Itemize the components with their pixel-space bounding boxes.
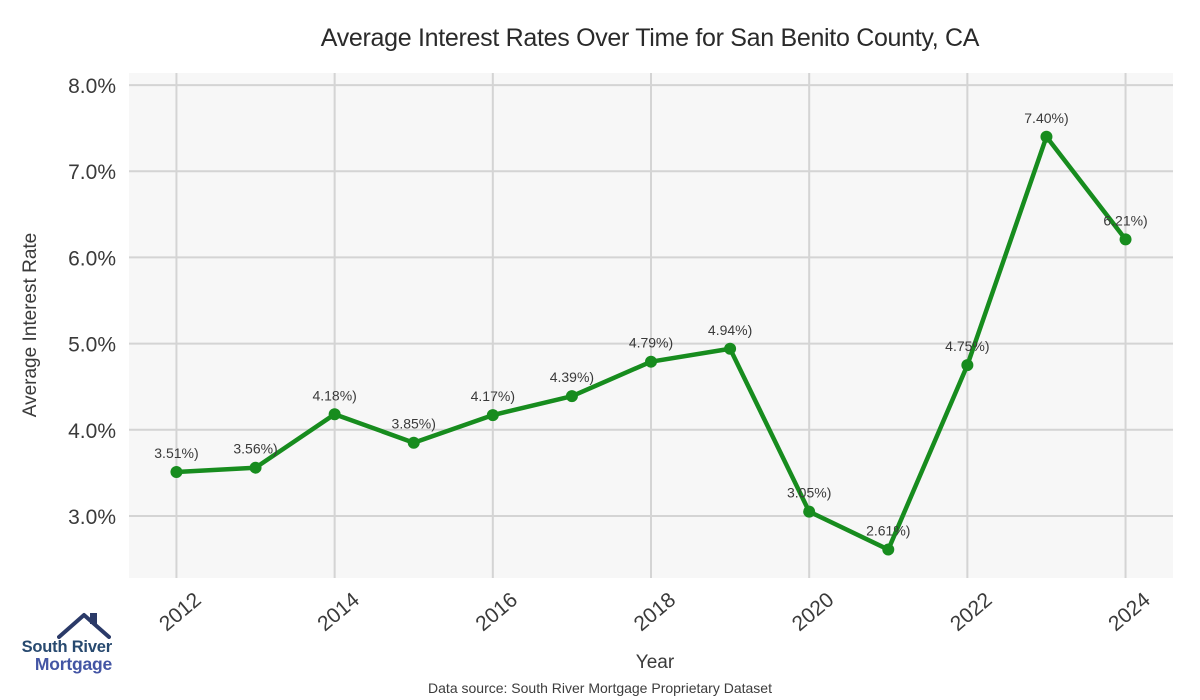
data-point-label: 3.51%) — [154, 445, 198, 461]
y-tick-label: 4.0% — [68, 420, 116, 443]
y-tick-label: 7.0% — [68, 161, 116, 184]
x-tick-label: 2016 — [471, 588, 522, 636]
data-point-label: 4.17%) — [471, 388, 515, 404]
data-point-marker — [1040, 130, 1053, 143]
x-tick-label: 2014 — [313, 588, 364, 636]
data-point-label: 7.40%) — [1024, 110, 1068, 126]
data-point-marker — [565, 390, 578, 403]
data-point-label: 3.85%) — [392, 416, 436, 432]
data-point-marker — [486, 409, 499, 422]
data-point-marker — [961, 359, 974, 372]
data-point-label: 4.94%) — [708, 322, 752, 338]
data-point-label: 4.39%) — [550, 369, 594, 385]
chart-title: Average Interest Rates Over Time for San… — [320, 24, 980, 52]
x-tick-label: 2018 — [630, 588, 681, 636]
y-axis-title: Average Interest Rate — [20, 233, 41, 417]
data-point-marker — [249, 461, 262, 474]
data-point-label: 4.18%) — [312, 387, 356, 403]
data-source-caption: Data source: South River Mortgage Propri… — [428, 680, 772, 696]
data-point-label: 2.61%) — [866, 523, 910, 539]
data-point-label: 3.05%) — [787, 485, 831, 501]
x-tick-label: 2012 — [155, 588, 206, 636]
y-tick-label: 6.0% — [68, 247, 116, 270]
data-point-marker — [407, 436, 420, 449]
logo-text-line1: South River — [21, 638, 113, 656]
logo-text-line2: Mortgage — [34, 653, 112, 674]
data-point-label: 3.56%) — [233, 441, 277, 457]
data-point-marker — [724, 342, 737, 355]
brand-logo: South River Mortgage — [16, 611, 112, 674]
x-tick-label: 2022 — [946, 588, 997, 636]
data-point-marker — [645, 355, 657, 368]
y-tick-label: 5.0% — [68, 334, 116, 357]
x-axis-title: Year — [636, 652, 675, 673]
y-tick-label: 3.0% — [68, 506, 116, 529]
x-tick-label: 2020 — [788, 588, 839, 636]
data-point-label: 6.21%) — [1103, 212, 1147, 228]
y-tick-label: 8.0% — [68, 75, 116, 98]
data-point-label: 4.75%) — [945, 338, 989, 354]
data-point-marker — [170, 466, 183, 479]
house-roof-icon — [57, 613, 111, 639]
data-point-marker — [803, 505, 816, 518]
data-point-marker — [328, 408, 341, 421]
data-point-marker — [882, 543, 895, 556]
data-point-marker — [1119, 233, 1132, 246]
x-tick-label: 2024 — [1104, 588, 1155, 636]
data-point-label: 4.79%) — [629, 335, 673, 351]
